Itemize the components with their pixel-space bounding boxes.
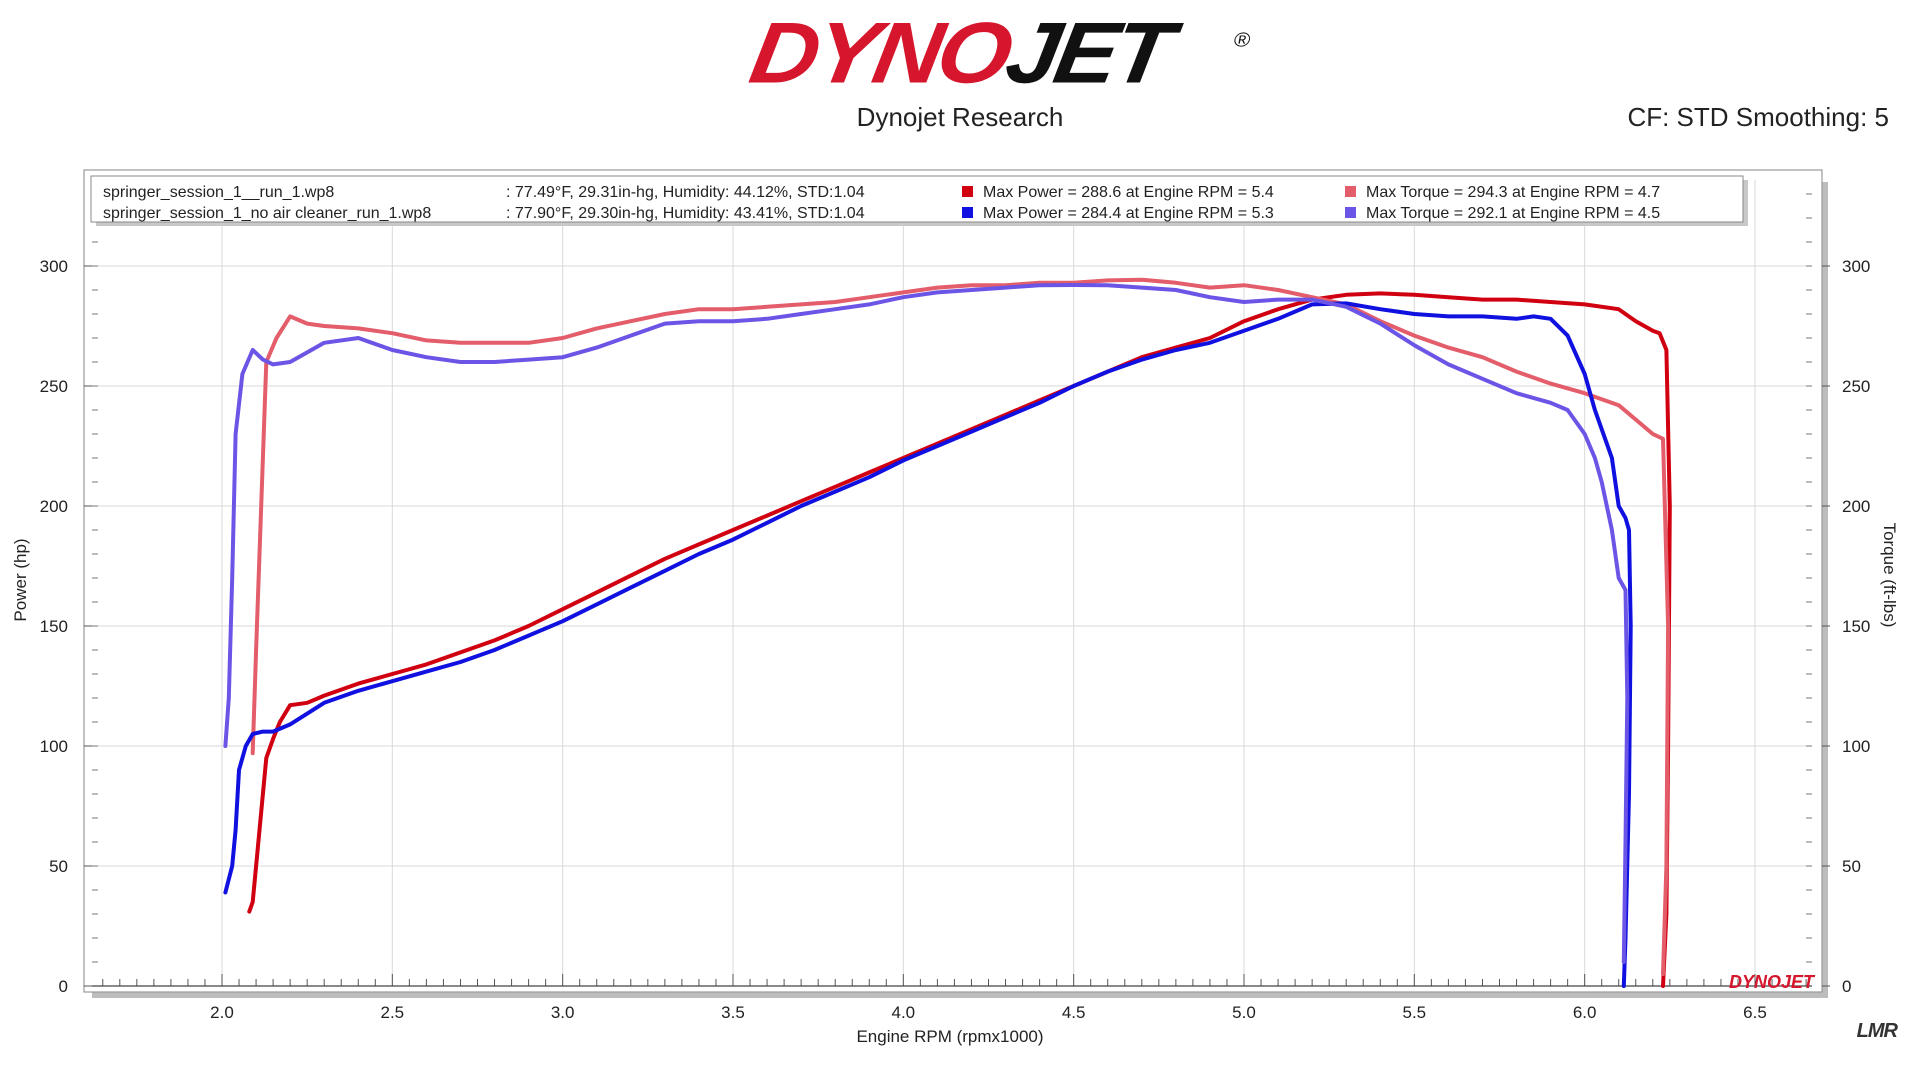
x-tick-label: 5.0 <box>1232 1003 1256 1022</box>
y-tick-label: 200 <box>40 497 68 516</box>
legend-max-torque: Max Torque = 294.3 at Engine RPM = 4.7 <box>1366 184 1660 201</box>
legend-file-name: springer_session_1_no air cleaner_run_1.… <box>103 205 431 222</box>
plot-logo: DYNOJET <box>1729 972 1816 992</box>
legend-max-power: Max Power = 284.4 at Engine RPM = 5.3 <box>983 205 1274 222</box>
plot-panel-shadow <box>1822 182 1828 998</box>
x-axis-label: Engine RPM (rpmx1000) <box>856 1027 1043 1046</box>
x-tick-label: 2.5 <box>381 1003 405 1022</box>
axes: 2.0 2.5 3.0 3.5 4.0 4.5 5.0 5.5 6.0 6.5 0 0 50 50 100 1… <box>40 193 1870 1022</box>
correction-factor-label: CF: STD Smoothing: 5 <box>1627 102 1889 132</box>
y2-tick-label: 150 <box>1842 617 1870 636</box>
y2-tick-label: 200 <box>1842 497 1870 516</box>
y-tick-label: 100 <box>40 737 68 756</box>
legend-power-swatch <box>962 207 973 218</box>
legend-conditions: : 77.49°F, 29.31in-hg, Humidity: 44.12%,… <box>506 184 865 201</box>
y2-axis-label: Torque (ft-lbs) <box>1880 523 1899 628</box>
x-tick-label: 5.5 <box>1403 1003 1427 1022</box>
y-tick-label: 300 <box>40 257 68 276</box>
y2-tick-label: 100 <box>1842 737 1870 756</box>
lmr-watermark: LMR <box>1856 1020 1898 1042</box>
x-tick-label: 6.0 <box>1573 1003 1597 1022</box>
legend-max-torque: Max Torque = 292.1 at Engine RPM = 4.5 <box>1366 205 1660 222</box>
x-tick-label: 2.0 <box>210 1003 234 1022</box>
y-tick-label: 50 <box>49 857 68 876</box>
legend: springer_session_1__run_1.wp8 : 77.49°F, … <box>103 184 1660 222</box>
subtitle: Dynojet Research <box>856 102 1064 132</box>
y-tick-label: 250 <box>40 377 68 396</box>
y2-tick-label: 250 <box>1842 377 1870 396</box>
series-line-2 <box>250 277 1671 976</box>
y-axis-label: Power (hp) <box>11 538 30 621</box>
y2-tick-label: 0 <box>1842 977 1851 996</box>
legend-torque-swatch <box>1345 186 1356 197</box>
legend-power-swatch <box>962 186 973 197</box>
x-tick-label: 3.5 <box>721 1003 745 1022</box>
series-line-3 <box>223 301 1633 988</box>
plot-panel <box>83 169 1823 993</box>
series-lines <box>223 277 1672 988</box>
legend-max-power: Max Power = 288.6 at Engine RPM = 5.4 <box>983 184 1274 201</box>
y-tick-label: 150 <box>40 617 68 636</box>
plot-panel-shadow-bottom <box>92 992 1828 998</box>
legend-box <box>90 175 1744 223</box>
series-line-1 <box>247 291 1672 988</box>
series-line-4 <box>223 283 1630 964</box>
legend-file-name: springer_session_1__run_1.wp8 <box>103 184 334 201</box>
x-tick-label: 3.0 <box>551 1003 575 1022</box>
legend-torque-swatch <box>1345 207 1356 218</box>
x-tick-label: 4.0 <box>892 1003 916 1022</box>
x-tick-label: 6.5 <box>1743 1003 1767 1022</box>
x-tick-label: 4.5 <box>1062 1003 1086 1022</box>
y2-tick-label: 300 <box>1842 257 1870 276</box>
y-tick-label: 0 <box>59 977 68 996</box>
legend-conditions: : 77.90°F, 29.30in-hg, Humidity: 43.41%,… <box>506 205 865 222</box>
y2-tick-label: 50 <box>1842 857 1861 876</box>
